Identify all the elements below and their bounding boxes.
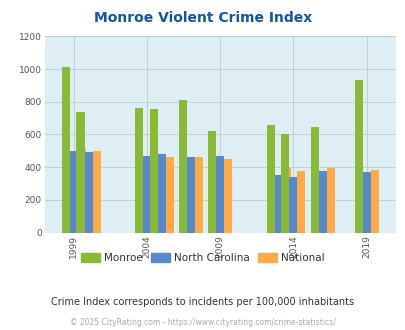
Bar (143, 156, 151, 233)
Bar (194, 157, 202, 233)
Text: Crime Index corresponds to incidents per 100,000 inhabitants: Crime Index corresponds to incidents per… (51, 297, 354, 307)
Bar (274, 175, 282, 233)
Bar (266, 125, 274, 233)
Bar (84, 152, 92, 233)
Bar (62, 67, 70, 233)
Bar (310, 127, 318, 233)
Bar (318, 171, 326, 233)
Bar (165, 156, 173, 233)
Bar (281, 135, 289, 233)
Bar (135, 108, 143, 233)
Bar (187, 156, 194, 233)
Bar (297, 171, 305, 233)
Bar (216, 156, 224, 233)
Bar (151, 156, 159, 233)
Bar (70, 151, 78, 233)
Bar (92, 151, 100, 233)
Bar (289, 177, 297, 233)
Bar (362, 172, 370, 233)
Bar (224, 159, 232, 233)
Bar (282, 168, 290, 233)
Bar (354, 80, 362, 233)
Bar (76, 113, 84, 233)
Bar (149, 109, 157, 233)
Text: Monroe Violent Crime Index: Monroe Violent Crime Index (94, 11, 311, 25)
Bar (179, 100, 187, 233)
Bar (326, 168, 334, 233)
Legend: Monroe, North Carolina, National: Monroe, North Carolina, National (77, 249, 328, 267)
Text: © 2025 CityRating.com - https://www.cityrating.com/crime-statistics/: © 2025 CityRating.com - https://www.city… (70, 318, 335, 327)
Bar (157, 154, 165, 233)
Bar (370, 171, 378, 233)
Bar (78, 149, 86, 233)
Bar (208, 131, 216, 233)
